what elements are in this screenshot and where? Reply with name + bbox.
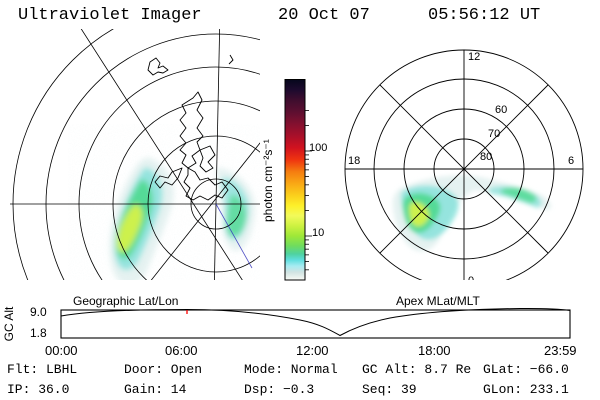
svg-text:23:59: 23:59 bbox=[544, 343, 577, 358]
svg-text:9.0: 9.0 bbox=[30, 305, 47, 319]
svg-text:06:00: 06:00 bbox=[165, 343, 198, 358]
svg-text:1.8: 1.8 bbox=[30, 326, 47, 340]
svg-text:Geographic Lat/Lon: Geographic Lat/Lon bbox=[73, 294, 178, 308]
svg-text:18:00: 18:00 bbox=[418, 343, 451, 358]
svg-text:Apex MLat/MLT: Apex MLat/MLT bbox=[396, 294, 480, 308]
svg-text:GC Alt: GC Alt bbox=[2, 306, 16, 341]
svg-text:00:00: 00:00 bbox=[45, 343, 78, 358]
svg-text:12:00: 12:00 bbox=[296, 343, 329, 358]
